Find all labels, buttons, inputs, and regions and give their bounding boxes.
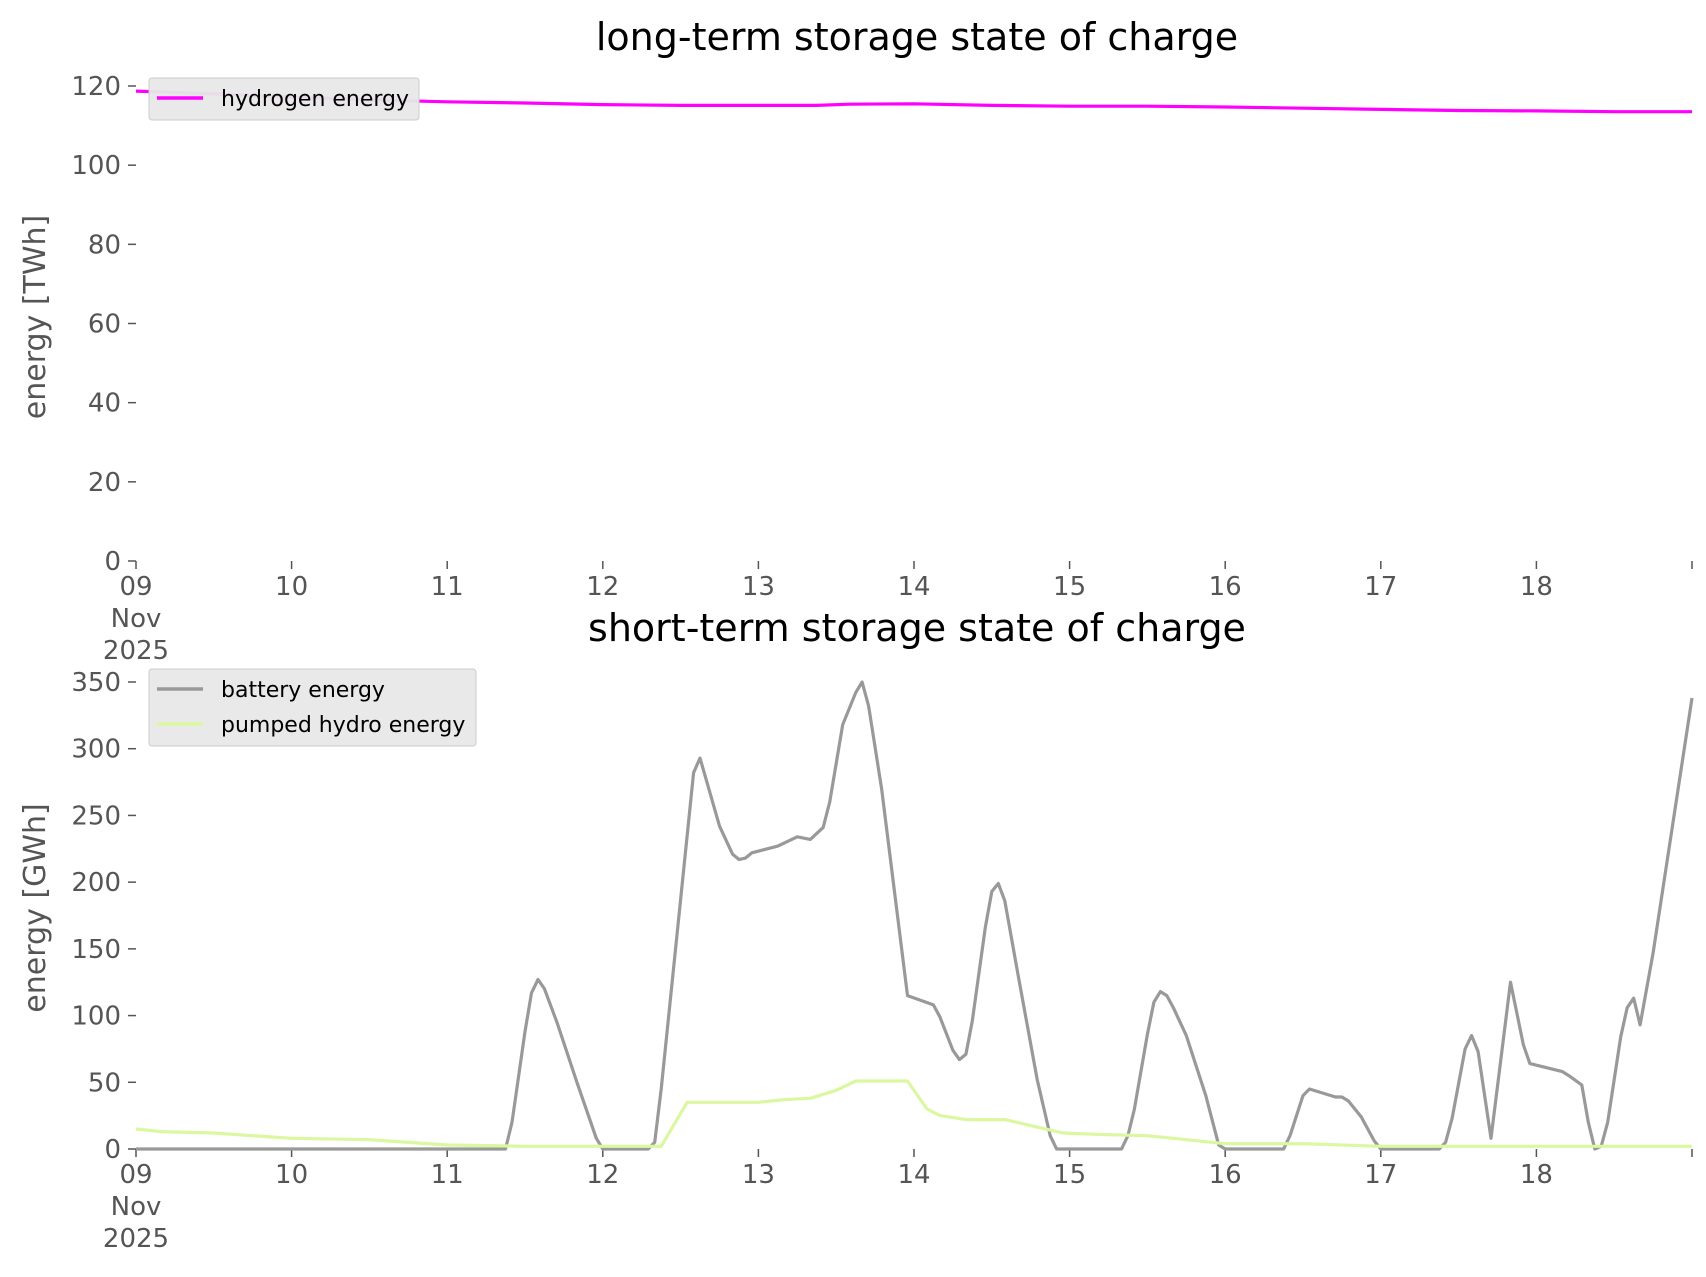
x-tick-label: 17 <box>1364 1160 1397 1190</box>
x-tick-label: 18 <box>1520 572 1553 602</box>
x-tick-label: 15 <box>1053 572 1086 602</box>
x-tick-label: 11 <box>431 572 464 602</box>
chart-title: long-term storage state of charge <box>596 15 1238 59</box>
x-tick-label: 13 <box>742 572 775 602</box>
y-tick-labels: 0 20 40 60 80 100 120 <box>71 72 121 577</box>
legend: hydrogen energy <box>148 77 420 121</box>
chart-title: short-term storage state of charge <box>588 606 1246 650</box>
y-axis-label: energy [GWh] <box>18 803 53 1012</box>
y-tick-label: 100 <box>71 1002 121 1032</box>
x-tick-label: 2025 <box>103 636 169 666</box>
series-lines <box>135 680 1694 1151</box>
panel-long-term: long-term storage state of charge energy… <box>18 15 1693 666</box>
x-tick-label: 2025 <box>103 1224 169 1254</box>
x-tick-label: 09 <box>119 572 152 602</box>
legend-box <box>148 668 477 747</box>
y-tick-label: 50 <box>88 1068 121 1098</box>
legend: battery energy pumped hydro energy <box>148 668 477 747</box>
series-line <box>135 1079 1692 1148</box>
legend-box <box>148 77 420 121</box>
y-tick-label: 40 <box>88 389 121 419</box>
panel-short-term: short-term storage state of charge energ… <box>18 606 1694 1254</box>
y-tick-label: 0 <box>104 547 121 577</box>
x-tick-label: 12 <box>586 572 619 602</box>
y-tick-label: 80 <box>88 230 121 260</box>
y-tick-label: 250 <box>71 801 121 831</box>
y-tick-label: 60 <box>88 310 121 340</box>
y-tick-label: 150 <box>71 935 121 965</box>
x-tick-label: 16 <box>1209 572 1242 602</box>
x-tick-label: 14 <box>897 1160 930 1190</box>
tick-marks <box>128 85 1693 569</box>
x-tick-label: 10 <box>275 572 308 602</box>
x-tick-label: Nov <box>111 604 162 634</box>
y-tick-label: 0 <box>104 1135 121 1165</box>
x-tick-label: 09 <box>119 1160 152 1190</box>
legend-label: pumped hydro energy <box>221 713 465 738</box>
y-tick-label: 120 <box>71 72 121 102</box>
series-line <box>136 680 1694 1151</box>
legend-label: battery energy <box>221 678 385 703</box>
x-tick-label: 15 <box>1053 1160 1086 1190</box>
x-tick-label: Nov <box>111 1192 162 1222</box>
x-tick-label: 14 <box>897 572 930 602</box>
x-tick-label: 17 <box>1364 572 1397 602</box>
y-axis-label: energy [TWh] <box>18 215 53 419</box>
x-tick-label: 13 <box>742 1160 775 1190</box>
legend-label: hydrogen energy <box>221 87 409 112</box>
y-tick-label: 100 <box>71 151 121 181</box>
x-tick-label: 10 <box>275 1160 308 1190</box>
x-tick-label: 11 <box>431 1160 464 1190</box>
x-tick-label: 12 <box>586 1160 619 1190</box>
y-tick-label: 20 <box>88 468 121 498</box>
y-tick-label: 350 <box>71 668 121 698</box>
x-tick-label: 18 <box>1520 1160 1553 1190</box>
x-tick-label: 16 <box>1209 1160 1242 1190</box>
y-tick-label: 200 <box>71 868 121 898</box>
y-tick-label: 300 <box>71 735 121 765</box>
y-tick-labels: 0 50 100 150 200 250 300 350 <box>71 668 121 1165</box>
